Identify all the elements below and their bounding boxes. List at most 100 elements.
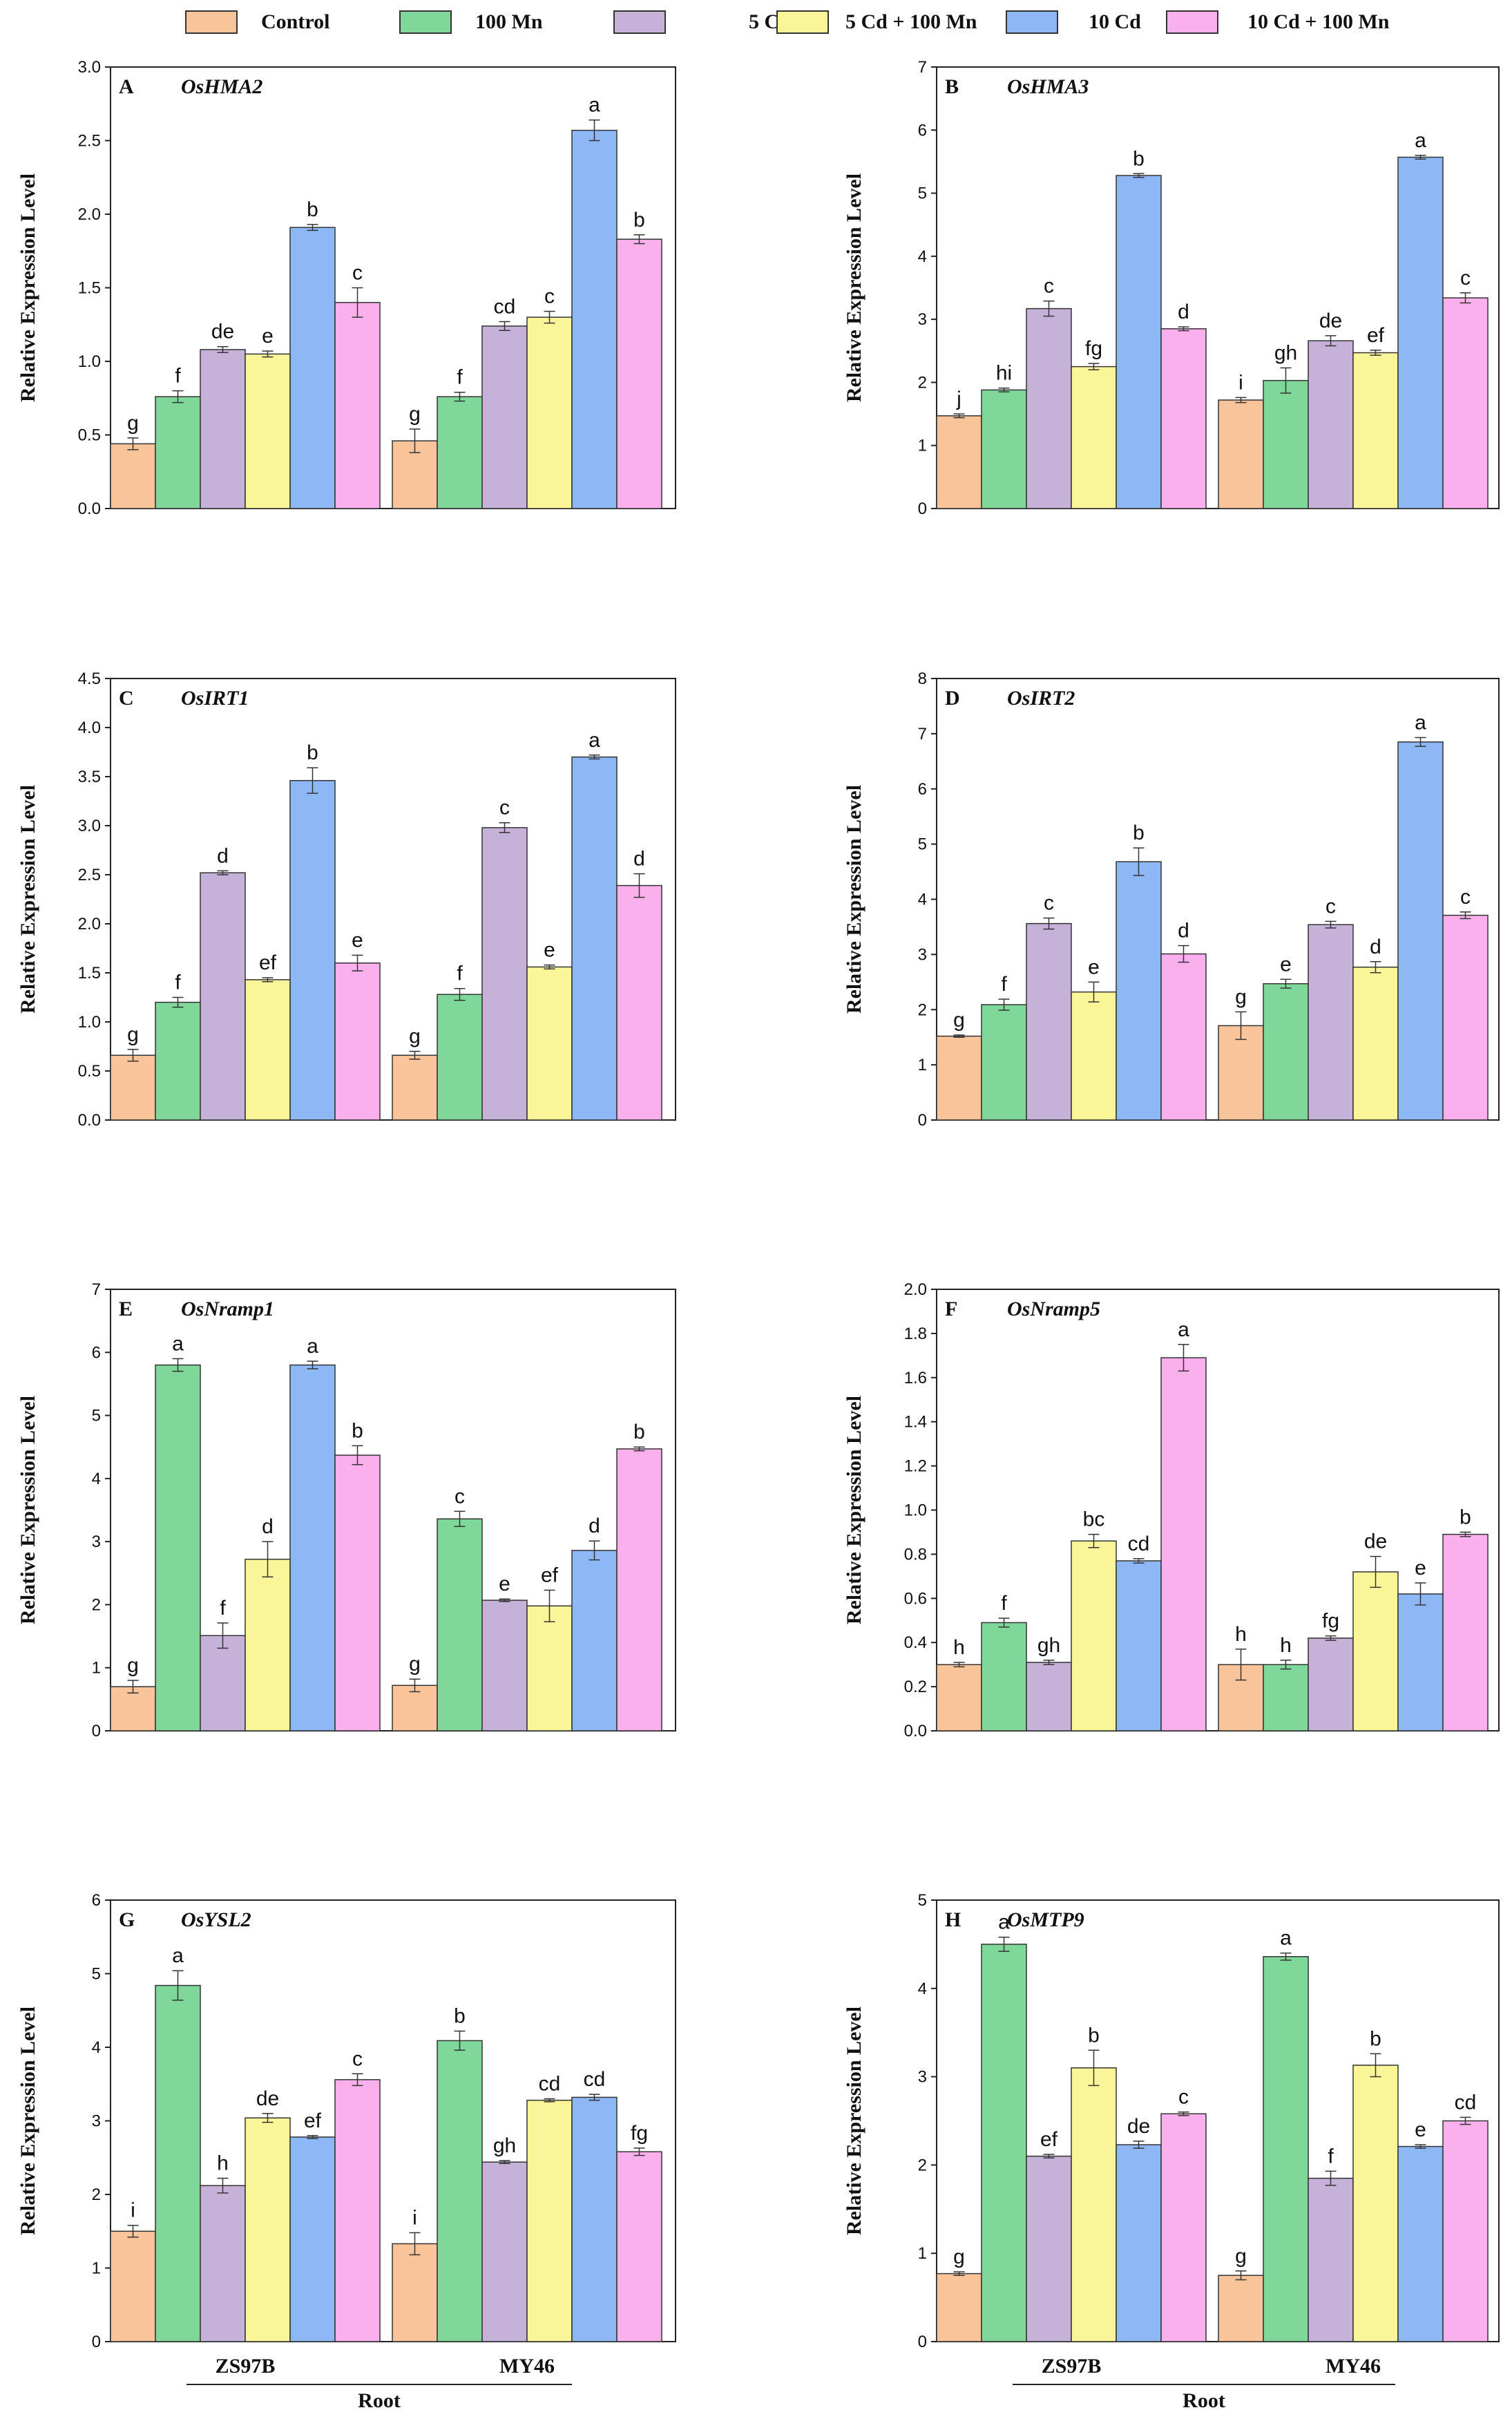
bar [1026,922,1072,1121]
significance-letter: g [409,403,421,426]
bar [1352,2065,1399,2342]
significance-letter: d [217,844,229,867]
significance-letter: hi [996,362,1012,385]
significance-letter: a [998,1911,1010,1934]
significance-letter: de [1319,310,1342,332]
bar [1442,297,1489,509]
y-tick-label: 3 [918,945,927,964]
y-tick-label: 7 [918,725,927,743]
y-axis-label: Relative Expression Level [17,785,39,1014]
bar [1160,2113,1207,2342]
bar [571,2096,618,2342]
bar [481,325,528,509]
y-tick-label: 0.4 [904,1633,927,1652]
panel-D: 0 1 2 3 4 5 6 7 8 Relative Expression Level D OsIRT… [843,670,1500,1130]
bar [289,227,336,509]
bar [1160,1357,1207,1732]
significance-letter: c [352,2047,363,2070]
panel-H: 0 1 2 3 4 5 Relative Expression Level H OsMTP9 g g… [843,1891,1500,2412]
significance-letter: c [1460,886,1471,909]
panel-frame [936,1899,1500,2342]
y-tick-label: 4 [92,1470,101,1488]
gene-title: OsNramp1 [181,1298,274,1320]
bar [200,349,246,509]
bar [571,1550,618,1732]
y-tick-label: 0 [918,2333,927,2351]
significance-letter: fg [631,2122,648,2145]
y-tick-label: 3 [92,2112,101,2131]
bar [200,1635,246,1732]
significance-letter: j [956,388,961,410]
x-axis-label: Root [358,2389,401,2412]
significance-letter: g [409,1025,421,1048]
significance-letter: d [588,1515,600,1537]
y-tick-label: 8 [918,670,927,688]
y-tick-label: 7 [92,1280,101,1299]
bar [526,1605,573,1732]
y-tick-label: 1.5 [78,279,101,298]
legend-item-5cd-100mn: 5 Cd + 100 Mn [776,8,977,36]
panel-letter: G [119,1908,135,1931]
significance-letter: c [1044,892,1054,915]
bar [155,396,201,509]
bar [334,302,381,509]
significance-letter: ef [304,2109,322,2132]
significance-letter: e [1415,1557,1426,1580]
bar [1397,2145,1444,2342]
y-tick-label: 1 [918,437,927,455]
bar [1397,156,1444,509]
bar [334,962,381,1121]
significance-letter: g [127,1654,139,1677]
bar [1352,352,1399,509]
significance-letter: g [953,2246,965,2268]
legend: Control 100 Mn 5 Cd 5 Cd + 100 Mn 10 Cd … [0,0,1512,48]
significance-letter: f [175,365,181,388]
significance-letter: de [1127,2115,1150,2138]
gene-title: OsYSL2 [181,1908,251,1931]
significance-letter: e [1415,2118,1426,2141]
legend-label-10cd: 10 Cd [1089,10,1141,33]
bar [110,443,156,509]
bar [1263,983,1309,1121]
y-tick-label: 1.0 [904,1501,927,1520]
significance-letter: g [1235,985,1247,1008]
bar [392,2243,438,2342]
significance-letter: de [211,321,234,343]
significance-letter: de [256,2087,279,2110]
significance-letter: f [1001,1592,1007,1615]
x-category-label: ZS97B [216,2355,276,2378]
significance-letter: d [633,848,645,871]
significance-letter: b [307,198,318,221]
y-tick-label: 0.8 [904,1545,927,1564]
bar [1442,2120,1489,2342]
bar [289,2136,336,2342]
y-tick-label: 3.0 [78,58,101,77]
y-axis-label: Relative Expression Level [843,785,865,1014]
bar [1263,1664,1309,1732]
significance-letter: d [1178,920,1189,942]
y-tick-label: 0.2 [904,1678,927,1696]
significance-letter: c [544,285,555,308]
bar [1397,741,1444,1121]
significance-letter: c [352,262,363,285]
significance-letter: c [1178,2086,1189,2109]
significance-letter: f [1001,973,1007,996]
significance-letter: a [588,94,600,117]
bar [155,1001,201,1121]
y-tick-label: 3 [918,2068,927,2087]
bar [616,884,662,1121]
y-axis-label: Relative Expression Level [843,2007,865,2235]
significance-letter: d [1178,301,1189,323]
bar [1071,991,1117,1121]
bar [110,2230,156,2342]
panel-letter: H [945,1908,961,1931]
significance-letter: h [1235,1623,1247,1646]
significance-letter: ef [541,1564,559,1586]
y-tick-label: 3.0 [78,817,101,835]
significance-letter: e [352,929,363,951]
significance-letter: gh [493,2134,516,2157]
bar [245,353,291,509]
bar [289,1364,336,1732]
significance-letter: a [1280,1927,1292,1950]
significance-letter: d [262,1515,274,1538]
